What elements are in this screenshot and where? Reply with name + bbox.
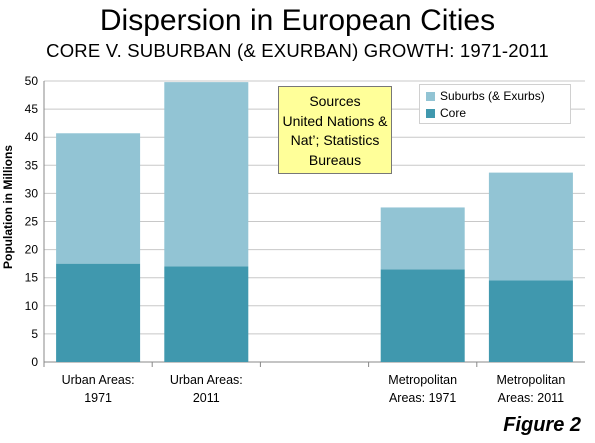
bar-suburbs [380, 207, 465, 270]
x-category-label: Urban Areas: 2011 [151, 371, 261, 407]
y-tick-label: 40 [25, 130, 39, 144]
sources-line: United Nations & [282, 112, 388, 129]
x-category-label-line: Areas: 2011 [497, 391, 565, 405]
x-category-label-line: 1971 [84, 391, 112, 405]
legend-item-suburbs: Suburbs (& Exurbs) [426, 88, 545, 104]
sources-line: Bureaus [308, 151, 362, 168]
sources-line: Sources [309, 93, 361, 109]
sources-line: Nat’; Statistics [290, 132, 380, 148]
y-tick-label: 35 [25, 158, 39, 172]
chart-legend: Suburbs (& Exurbs) Core [419, 84, 571, 124]
y-tick-label: 5 [31, 327, 38, 341]
y-tick-label: 30 [25, 186, 39, 200]
figure-label: Figure 2 [503, 414, 581, 436]
x-category-label-line: 2011 [192, 391, 220, 405]
bar-core [380, 269, 465, 362]
chart-subtitle: CORE V. SUBURBAN (& EXURBAN) GROWTH: 197… [46, 40, 549, 61]
x-category-label-line: Areas: 1971 [388, 391, 457, 405]
y-tick-label: 0 [31, 355, 38, 369]
x-category-label-line: Metropolitan [388, 373, 458, 387]
x-category-label: Urban Areas: 1971 [43, 371, 153, 407]
legend-swatch-suburbs [426, 92, 435, 101]
y-tick-label: 45 [25, 102, 39, 116]
chart-title: Dispersion in European Cities [99, 4, 496, 37]
y-tick-label: 15 [25, 271, 39, 285]
bar-core [164, 266, 249, 362]
x-category-label-line: Urban Areas: [61, 373, 135, 387]
bar-suburbs [56, 133, 141, 264]
sources-box: Sources United Nations & Nat’; Statistic… [278, 86, 392, 174]
legend-swatch-core [426, 109, 435, 118]
x-category-label-line: Metropolitan [496, 373, 566, 387]
legend-item-core: Core [426, 105, 466, 121]
y-tick-label: 25 [25, 215, 39, 229]
legend-label-core: Core [440, 106, 467, 120]
x-category-label-line: Urban Areas: [169, 373, 243, 387]
y-tick-label: 50 [25, 74, 39, 88]
y-tick-label: 20 [25, 243, 39, 257]
bar-suburbs [164, 82, 249, 267]
y-tick-label: 10 [25, 299, 39, 313]
x-category-label: Metropolitan Areas: 1971 [368, 371, 478, 407]
bar-core [56, 263, 141, 362]
bar-core [488, 280, 573, 362]
bar-suburbs [488, 172, 573, 281]
x-category-label: Metropolitan Areas: 2011 [476, 371, 586, 407]
legend-label-suburbs: Suburbs (& Exurbs) [440, 89, 545, 103]
